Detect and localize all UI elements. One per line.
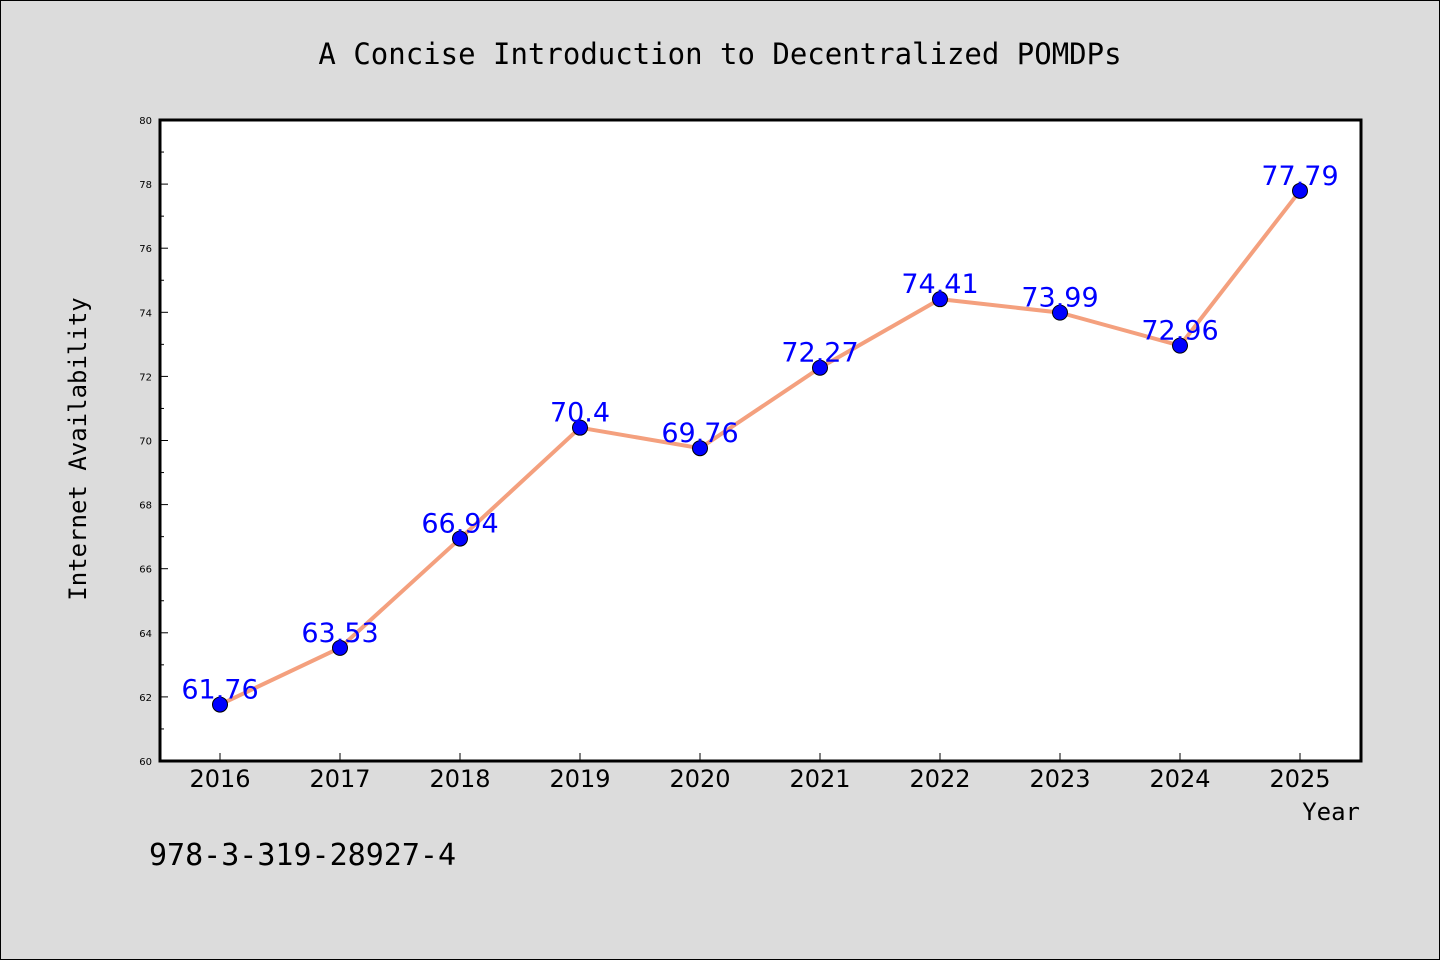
data-label: 72.27 bbox=[781, 338, 858, 369]
y-tick-label: 70 bbox=[139, 437, 152, 448]
data-label: 63.53 bbox=[301, 618, 378, 649]
x-tick-label: 2017 bbox=[309, 765, 370, 793]
y-tick-label: 68 bbox=[139, 501, 152, 512]
data-point bbox=[1052, 304, 1068, 321]
x-tick-label: 2016 bbox=[189, 765, 250, 793]
x-tick-label: 2025 bbox=[1269, 765, 1330, 793]
x-tick-label: 2019 bbox=[549, 765, 610, 793]
x-tick-label: 2021 bbox=[789, 765, 850, 793]
data-label: 73.99 bbox=[1021, 283, 1098, 314]
y-tick-label: 78 bbox=[139, 180, 152, 191]
y-tick-label: 76 bbox=[139, 244, 152, 255]
isbn-caption: 978-3-319-28927-4 bbox=[149, 838, 456, 873]
y-axis: 60 62 64 66 68 70 72 74 76 78 80 bbox=[139, 116, 168, 768]
data-label: 70.4 bbox=[550, 398, 610, 429]
y-tick-label: 80 bbox=[139, 116, 152, 127]
x-tick-label: 2018 bbox=[429, 765, 490, 793]
data-markers bbox=[212, 182, 1308, 713]
plot-area bbox=[158, 118, 1363, 763]
x-tick-label: 2022 bbox=[909, 765, 970, 793]
y-tick-label: 60 bbox=[139, 757, 152, 768]
y-tick-label: 74 bbox=[139, 308, 152, 319]
data-point bbox=[692, 440, 708, 457]
y-tick-label: 66 bbox=[139, 565, 152, 576]
series-line bbox=[219, 189, 1302, 707]
x-axis-label: Year bbox=[1302, 798, 1360, 826]
data-label: 77.79 bbox=[1261, 161, 1338, 192]
y-tick-label: 62 bbox=[139, 693, 152, 704]
data-point bbox=[1292, 182, 1308, 199]
x-tick-label: 2023 bbox=[1029, 765, 1090, 793]
data-point bbox=[212, 696, 228, 713]
x-axis: 2016 2017 2018 2019 2020 2021 2022 2023 2024 2025 bbox=[189, 753, 1331, 793]
data-label: 69.76 bbox=[661, 418, 738, 449]
data-label: 74.41 bbox=[901, 269, 978, 300]
data-point bbox=[452, 530, 468, 547]
data-label: 66.94 bbox=[421, 509, 498, 540]
data-point bbox=[572, 419, 588, 436]
data-label: 72.96 bbox=[1141, 316, 1218, 347]
x-tick-label: 2024 bbox=[1149, 765, 1210, 793]
data-point bbox=[332, 639, 348, 656]
x-tick-label: 2020 bbox=[669, 765, 730, 793]
y-tick-label: 64 bbox=[139, 629, 152, 640]
y-tick-label: 72 bbox=[139, 372, 152, 383]
data-labels: 61.76 63.53 66.94 70.4 69.76 72.27 74.41 73.99 7… bbox=[181, 161, 1338, 706]
data-point bbox=[932, 291, 948, 308]
y-axis-label: Internet Availability bbox=[64, 297, 92, 600]
data-point bbox=[812, 359, 828, 376]
chart-title: A Concise Introduction to Decentralized … bbox=[318, 37, 1121, 71]
data-point bbox=[1172, 337, 1188, 354]
data-label: 61.76 bbox=[181, 675, 258, 706]
